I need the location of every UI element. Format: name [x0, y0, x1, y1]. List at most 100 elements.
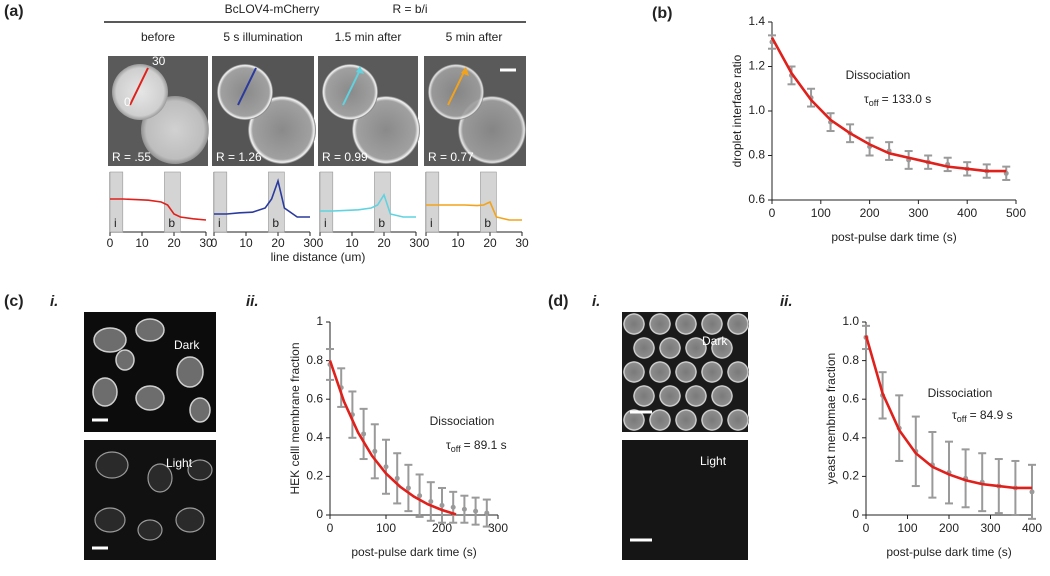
micrograph: R = 0.77 — [424, 56, 526, 166]
cell — [727, 409, 749, 431]
x-tick-label: 0 — [327, 521, 334, 535]
data-point — [473, 508, 479, 514]
tau-subscript: off — [957, 414, 967, 424]
image-label: Light — [700, 454, 727, 468]
cell — [711, 385, 733, 407]
y-tick-label: 0.2 — [842, 469, 859, 483]
tau-symbol: τ — [864, 92, 869, 106]
y-axis-label: droplet interface ratio — [730, 54, 744, 167]
profile-line — [110, 198, 207, 221]
cell — [659, 385, 681, 407]
tau-subscript: off — [869, 98, 879, 108]
profile-line — [426, 200, 522, 221]
region-label: i — [430, 216, 433, 230]
y-tick-label: 0 — [852, 507, 859, 521]
x-tick-label: 300 — [908, 206, 928, 220]
region — [109, 171, 124, 233]
micrograph — [84, 312, 216, 560]
profile-line — [214, 178, 310, 218]
cell — [175, 507, 205, 533]
cell — [135, 318, 165, 342]
ratio-label: R = 0.77 — [428, 150, 474, 164]
x-tick-label: 30 — [199, 236, 213, 250]
micrograph: 0 30 R = .55 — [108, 54, 209, 166]
data-point — [1029, 489, 1035, 495]
cell — [189, 397, 211, 423]
cell — [94, 507, 126, 533]
sub-label: ii. — [780, 293, 793, 310]
y-tick-label: 0.4 — [842, 430, 859, 444]
y-tick-label: 1.0 — [748, 103, 765, 117]
x-tick-label: 20 — [483, 236, 497, 250]
x-tick-label: 400 — [957, 206, 977, 220]
region-label: b — [378, 216, 385, 230]
tau-label: τoff = 84.9 s — [952, 408, 1013, 424]
y-tick-label: 1.0 — [842, 314, 859, 328]
micrograph — [622, 312, 749, 560]
y-axis-label: HEK celll membrane fraction — [288, 342, 302, 494]
cell — [711, 337, 733, 359]
profile-line — [320, 192, 416, 218]
region — [425, 171, 440, 233]
region — [374, 171, 391, 233]
x-tick-label: 400 — [1022, 521, 1042, 535]
panel-label: (c) — [4, 293, 24, 310]
x-tick-label: 500 — [1006, 206, 1026, 220]
panel-label: (b) — [652, 5, 672, 22]
sub-label: i. — [50, 293, 58, 310]
cell — [649, 409, 671, 431]
tau-value: = 133.0 s — [882, 92, 932, 106]
ratio-label: R = 0.99 — [322, 150, 368, 164]
y-tick-label: 0.2 — [306, 469, 323, 483]
region — [164, 171, 181, 233]
column-label: 5 min after — [446, 30, 503, 44]
cell — [649, 313, 671, 335]
cell — [95, 451, 129, 479]
ratio-label: R = .55 — [112, 150, 151, 164]
data-point — [372, 448, 378, 454]
data-point — [484, 510, 490, 516]
tau-label: τoff = 133.0 s — [864, 92, 931, 108]
x-tick-label: 30 — [303, 236, 317, 250]
cell — [623, 313, 645, 335]
tau-value: = 89.1 s — [464, 438, 507, 452]
x-tick-label: 0 — [423, 236, 430, 250]
cell — [176, 356, 204, 388]
cell — [727, 313, 749, 335]
fit-curve — [770, 36, 1007, 173]
y-tick-label: 1.4 — [748, 14, 765, 28]
arrow-label: 30 — [152, 54, 166, 68]
x-tick-label: 30 — [515, 236, 529, 250]
figure-title: BcLOV4-mCherry — [225, 2, 320, 16]
region-label: b — [168, 216, 175, 230]
cell — [701, 361, 723, 383]
cell — [633, 337, 655, 359]
region-label: i — [114, 216, 117, 230]
sub-label: i. — [592, 293, 600, 310]
annotation: Dissociation — [846, 68, 911, 82]
cell — [93, 327, 127, 353]
cell — [685, 337, 707, 359]
arrow-label: 0 — [124, 95, 131, 109]
x-tick-label: 0 — [863, 521, 870, 535]
cell — [701, 313, 723, 335]
y-tick-label: 0.8 — [306, 353, 323, 367]
column-label: 5 s illumination — [223, 30, 302, 44]
panel-label: (d) — [548, 293, 568, 310]
cell — [633, 385, 655, 407]
x-tick-label: 300 — [488, 521, 508, 535]
column-label: before — [141, 30, 175, 44]
micrograph: R = 0.99 — [318, 56, 420, 166]
x-tick-label: 10 — [451, 236, 465, 250]
cell — [659, 337, 681, 359]
cell — [623, 361, 645, 383]
x-tick-label: 0 — [107, 236, 114, 250]
x-tick-label: 20 — [167, 236, 181, 250]
cell — [675, 313, 697, 335]
tau-symbol: τ — [446, 438, 451, 452]
x-tick-label: 20 — [271, 236, 285, 250]
x-axis-label: post-pulse dark time (s) — [886, 545, 1011, 559]
region-label: i — [218, 216, 221, 230]
y-tick-label: 1 — [316, 314, 323, 328]
